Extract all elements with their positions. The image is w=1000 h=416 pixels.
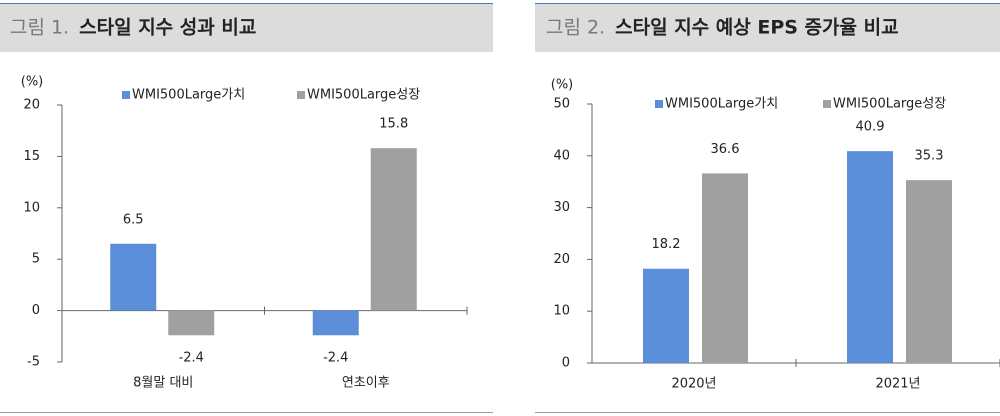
y-tick-label: 5 xyxy=(32,252,40,267)
y-tick-label: -5 xyxy=(27,355,40,370)
bar xyxy=(110,243,157,311)
x-tick-label: 2021년 xyxy=(875,377,920,392)
x-tick-label: 연초이후 xyxy=(342,376,390,391)
figure-label: 그림 2. xyxy=(546,17,605,39)
legend-swatch xyxy=(297,91,305,99)
legend-label: WMI500Large성장 xyxy=(307,88,420,103)
bar xyxy=(906,180,952,363)
y-tick-label: 40 xyxy=(553,148,570,163)
data-label: 6.5 xyxy=(123,212,144,227)
y-unit: (%) xyxy=(551,78,574,93)
data-label: 15.8 xyxy=(379,117,408,132)
header-bar xyxy=(0,3,493,52)
chart-title: 스타일 지수 성과 비교 xyxy=(79,17,256,39)
bar xyxy=(312,310,359,336)
y-tick-label: 30 xyxy=(553,200,570,215)
y-tick-label: 20 xyxy=(553,252,570,267)
x-tick-label: 8월말 대비 xyxy=(133,376,193,391)
y-unit: (%) xyxy=(21,75,44,90)
y-tick-label: 0 xyxy=(32,303,40,318)
legend-label: WMI500Large성장 xyxy=(833,97,946,112)
legend-swatch xyxy=(823,100,831,108)
bar xyxy=(643,268,689,363)
x-tick-label: 2020년 xyxy=(671,377,716,392)
figure-label: 그림 1. xyxy=(10,17,69,39)
chart-title: 스타일 지수 예상 EPS 증가율 비교 xyxy=(615,17,898,39)
bar xyxy=(370,148,417,311)
data-label: 40.9 xyxy=(856,120,885,135)
data-label: 35.3 xyxy=(915,149,944,164)
y-tick-label: 15 xyxy=(23,149,40,164)
data-label: -2.4 xyxy=(323,351,348,366)
bar xyxy=(168,310,215,336)
bar xyxy=(847,151,893,363)
header-bar xyxy=(535,3,1000,52)
y-tick-label: 0 xyxy=(562,356,570,371)
data-label: 18.2 xyxy=(652,237,681,252)
y-tick-label: 10 xyxy=(23,200,40,215)
legend-swatch xyxy=(655,100,663,108)
y-tick-label: 20 xyxy=(23,98,40,113)
data-label: -2.4 xyxy=(179,351,204,366)
y-tick-label: 10 xyxy=(553,304,570,319)
bar xyxy=(702,173,748,363)
data-label: 36.6 xyxy=(711,142,740,157)
legend-label: WMI500Large가치 xyxy=(132,88,245,103)
y-tick-label: 50 xyxy=(553,97,570,112)
legend-swatch xyxy=(122,91,130,99)
legend-label: WMI500Large가치 xyxy=(665,97,778,112)
